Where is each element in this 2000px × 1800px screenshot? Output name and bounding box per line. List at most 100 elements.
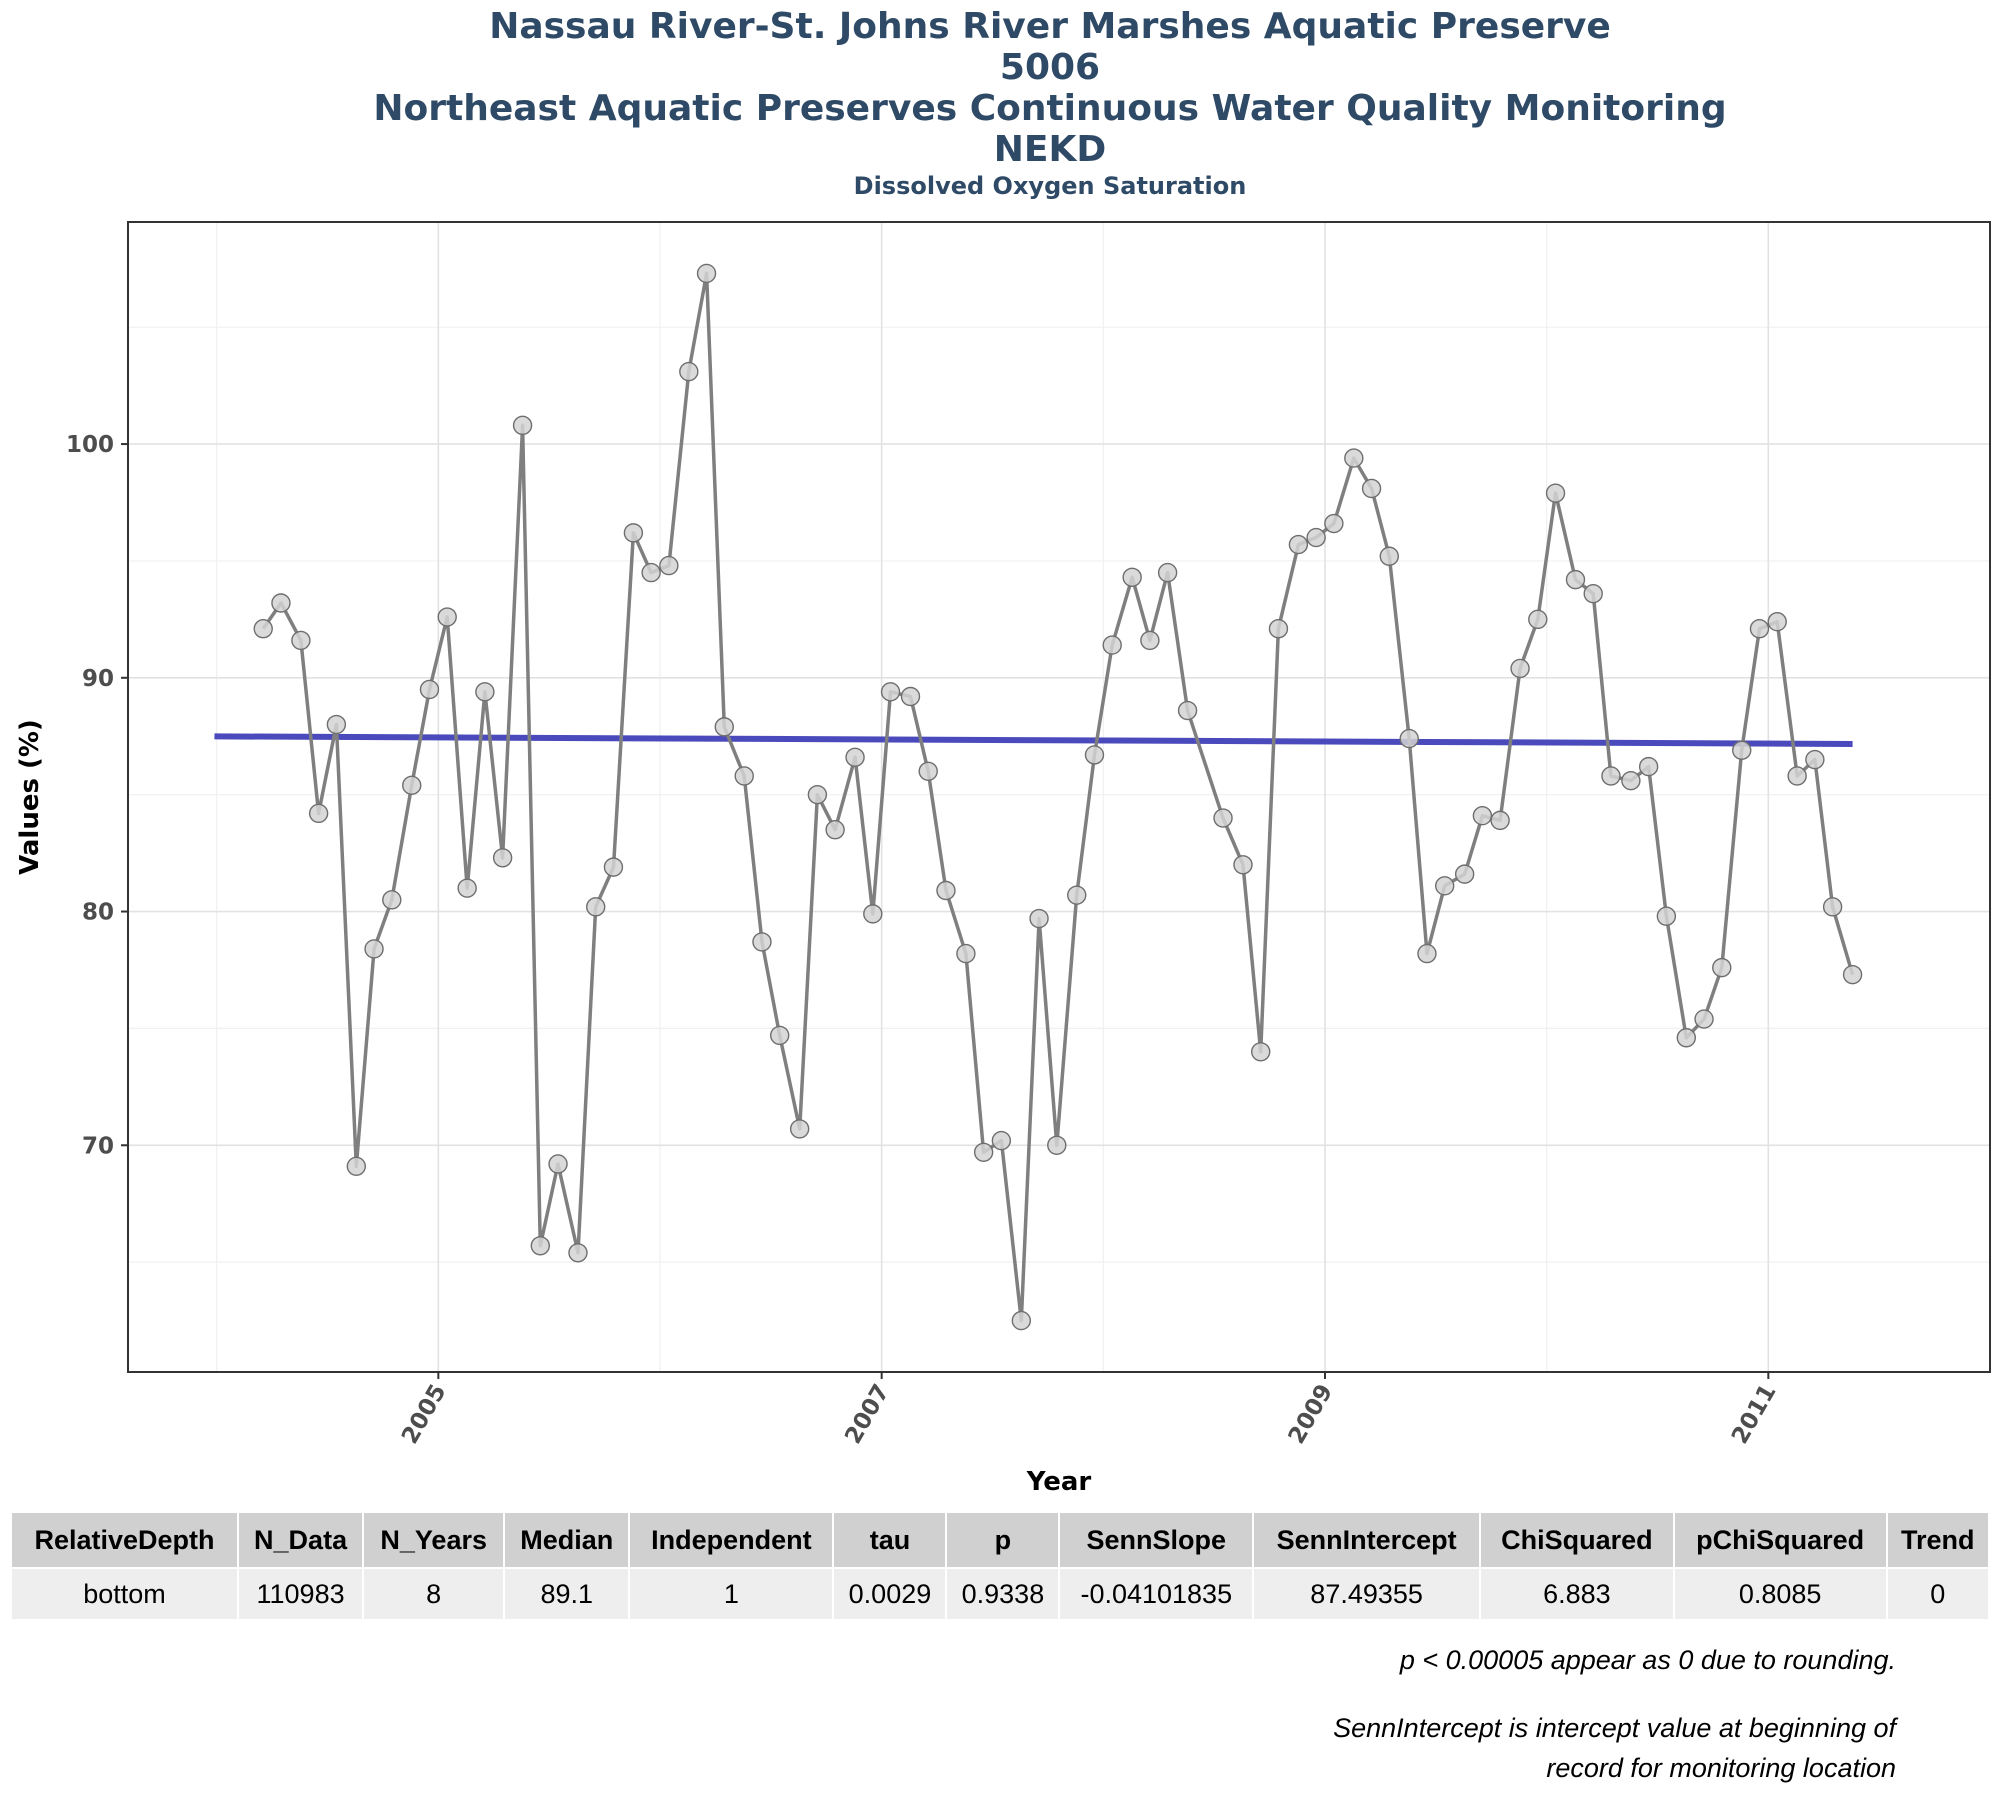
data-point	[789, 1119, 810, 1139]
data-point	[1251, 1042, 1271, 1062]
data-point	[530, 1236, 550, 1256]
intercept-note: SennIntercept is intercept value at begi…	[1333, 1708, 1896, 1788]
data-point	[492, 848, 513, 868]
data-point	[1344, 448, 1364, 468]
data-point	[1011, 1310, 1032, 1331]
table-cell-n_years: 8	[364, 1567, 506, 1619]
table-cell-relativedepth: bottom	[12, 1567, 239, 1619]
table-header-row: RelativeDepth N_Data N_Years Median Independ…	[12, 1513, 1990, 1567]
table-cell-chisquared: 6.883	[1481, 1567, 1675, 1619]
data-point	[1067, 885, 1087, 905]
data-point	[1565, 569, 1586, 590]
data-point	[991, 1130, 1012, 1151]
data-point	[603, 857, 624, 877]
x-tick-label: 2009	[1284, 1380, 1339, 1448]
data-point	[1510, 658, 1530, 679]
chart-title-line-1: Nassau River-St. Johns River Marshes Aqu…	[489, 6, 1611, 47]
table-cell-median: 89.1	[505, 1567, 631, 1619]
data-point	[1434, 876, 1455, 896]
data-point	[346, 1156, 367, 1177]
data-point	[1601, 766, 1621, 786]
data-point	[402, 775, 422, 796]
table-header-pchisquared: pChiSquared	[1674, 1513, 1888, 1567]
data-point	[1621, 770, 1641, 791]
line-chart: 70 80 90 100 2005 2007 2009 2011 Year Values (%…	[15, 221, 1991, 1497]
data-point	[1472, 805, 1493, 826]
data-point	[1454, 864, 1475, 884]
chart-title-line-4: NEKD	[993, 129, 1107, 170]
intercept-note-line-1: SennIntercept is intercept value at begi…	[1333, 1713, 1896, 1743]
data-point	[845, 747, 865, 767]
data-point	[1583, 583, 1603, 604]
table-cell-sennslope: -0.04101835	[1060, 1567, 1255, 1619]
data-point	[1749, 619, 1770, 639]
data-point	[1656, 906, 1677, 926]
senn-trend-line	[214, 733, 1853, 747]
table-cell-p: 0.9338	[947, 1567, 1061, 1619]
data-point	[1528, 609, 1548, 630]
data-point	[1288, 534, 1309, 555]
data-point	[1712, 957, 1732, 978]
data-point	[1157, 562, 1178, 583]
data-point	[253, 619, 273, 639]
data-point	[623, 523, 644, 543]
table-cell-tau: 0.0029	[834, 1567, 948, 1619]
table-header-median: Median	[505, 1513, 631, 1567]
grid-lines	[128, 222, 1990, 1372]
plot-panel-border	[127, 221, 1991, 1373]
x-tick-label: 2007	[840, 1380, 895, 1448]
table-header-relativedepth: RelativeDepth	[12, 1513, 239, 1567]
statistics-table: RelativeDepth N_Data N_Years Median Independ…	[12, 1513, 1990, 1619]
data-point	[863, 904, 883, 924]
y-axis-title: Values (%)	[15, 719, 45, 875]
data-point	[880, 682, 901, 702]
data-point	[475, 682, 495, 702]
data-point	[696, 263, 717, 284]
trend-line-layer	[214, 733, 1853, 747]
data-point	[568, 1243, 588, 1263]
data-point	[770, 1025, 790, 1046]
data-point	[419, 679, 440, 700]
data-point	[271, 593, 291, 613]
x-axis-title: Year	[1026, 1467, 1092, 1497]
data-point	[679, 361, 699, 382]
data-point	[1694, 1009, 1714, 1029]
series-line	[261, 271, 1855, 1323]
x-tick-label: 2011	[1727, 1380, 1782, 1448]
data-point	[1324, 513, 1344, 534]
data-point	[1842, 964, 1863, 985]
y-tick-label: 80	[82, 900, 114, 926]
data-point	[1638, 756, 1659, 777]
data-point	[918, 761, 938, 781]
data-point	[825, 820, 845, 840]
rounding-note: p < 0.00005 appear as 0 due to rounding.	[1399, 1645, 1896, 1675]
data-point	[1268, 619, 1289, 639]
data-point	[900, 686, 921, 707]
data-point	[641, 562, 661, 583]
data-point	[752, 932, 772, 952]
data-point	[1767, 611, 1787, 632]
table-cell-independent: 1	[630, 1567, 835, 1619]
data-point	[1047, 1135, 1067, 1155]
data-point	[1490, 810, 1510, 831]
table-header-tau: tau	[834, 1513, 948, 1567]
axis-ticks: 70 80 90 100 2005 2007 2009 2011	[66, 432, 1782, 1448]
y-tick-label: 70	[82, 1133, 114, 1159]
data-point	[308, 803, 329, 824]
data-point	[1399, 728, 1419, 749]
data-point	[1822, 897, 1843, 917]
data-point	[1379, 546, 1399, 566]
data-point	[512, 415, 533, 436]
data-point	[1545, 483, 1566, 503]
data-point	[1805, 749, 1825, 770]
table-header-trend: Trend	[1887, 1513, 1990, 1567]
data-point	[1177, 700, 1198, 721]
data-point	[437, 607, 457, 627]
data-point	[1029, 908, 1049, 929]
data-point	[1361, 478, 1382, 499]
table-header-n_years: N_Years	[364, 1513, 506, 1567]
data-point	[1233, 855, 1253, 875]
data-point	[714, 717, 734, 737]
chart-title-line-3: Northeast Aquatic Preserves Continuous W…	[373, 88, 1727, 129]
table-cell-pchisquared: 0.8085	[1674, 1567, 1888, 1619]
